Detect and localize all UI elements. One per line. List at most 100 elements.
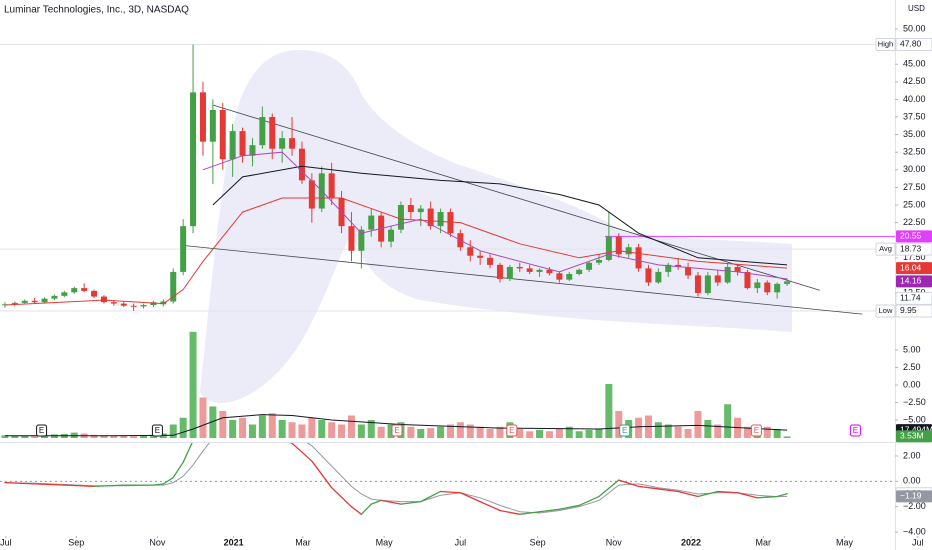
volume-bar: [21, 435, 29, 438]
y-tick-label: 0.00: [903, 379, 921, 389]
volume-bar: [545, 431, 553, 438]
candle-body: [665, 264, 672, 272]
price-badge-name-bg: [875, 304, 896, 318]
macd-line: [93, 484, 125, 488]
candle-body: [190, 92, 197, 227]
price-badge-label: 17.494M: [900, 424, 932, 434]
candle-body: [734, 266, 741, 272]
volume-bar: [724, 404, 732, 438]
volume-bar: [427, 428, 435, 438]
price-pane: [0, 43, 895, 438]
event-marker: [750, 424, 762, 437]
volume-bar: [783, 436, 791, 438]
event-label: E: [853, 426, 858, 435]
macd-line: [370, 499, 382, 505]
volatility-cloud: [200, 50, 792, 403]
candle-body: [259, 117, 266, 146]
candle-body: [180, 226, 187, 272]
price-badge-label: 20.55: [900, 231, 922, 241]
x-tick-label: Nov: [606, 537, 623, 547]
y-tick-label: −2.00: [903, 501, 926, 511]
candle-body: [289, 138, 296, 149]
volume-bar: [565, 426, 573, 438]
y-tick-label: −5.00: [903, 414, 926, 424]
x-tick-label: Mar: [295, 537, 311, 547]
candle-body: [645, 268, 652, 283]
candle-body: [11, 302, 18, 305]
volume-bar: [615, 411, 623, 438]
y-tick-label: 5.00: [903, 344, 921, 354]
event-marker: [849, 424, 861, 437]
macd-line: [736, 492, 759, 499]
price-badge: [896, 230, 932, 243]
volume-bar: [298, 424, 306, 438]
x-tick-label: 2021: [224, 537, 244, 547]
price-badge-name: Low: [879, 306, 893, 315]
candle-body: [100, 296, 107, 303]
volume-bar: [328, 422, 336, 438]
candle-body: [467, 247, 474, 256]
candle-body: [150, 302, 157, 306]
y-tick-label: −2.50: [903, 397, 926, 407]
volume-bar: [179, 417, 187, 438]
macd-line: [360, 503, 372, 515]
volume-bar: [417, 429, 425, 438]
candle-body: [447, 212, 454, 234]
candle-body: [199, 92, 206, 142]
volume-bar: [664, 424, 672, 438]
macd-line: [479, 500, 501, 512]
candle-body: [308, 180, 315, 209]
candle-body: [91, 290, 98, 297]
macd-line: [400, 500, 422, 505]
volume-bar: [694, 411, 702, 438]
candle-body: [605, 236, 612, 260]
macd-line: [162, 476, 174, 485]
y-tick-label: 40.00: [903, 94, 926, 104]
macd-line: [776, 493, 788, 498]
macd-line: [34, 483, 66, 486]
price-badge-name-bg: [875, 242, 896, 256]
candle-body: [239, 131, 246, 156]
macd-line: [152, 483, 165, 486]
volume-bar: [377, 426, 385, 438]
volume-bar: [308, 417, 316, 438]
volume-bar: [338, 424, 346, 438]
macd-pane: [0, 443, 895, 515]
candle-body: [170, 271, 177, 302]
price-badge-label: 18.73: [900, 243, 922, 253]
volume-bar: [229, 420, 237, 438]
volume-bar: [248, 424, 256, 438]
price-axis: [895, 0, 932, 550]
candle-body: [61, 292, 68, 296]
volume-bar: [31, 436, 39, 438]
candle-body: [496, 264, 503, 279]
event-marker: [506, 424, 518, 437]
volume-bar: [169, 424, 177, 438]
candle-body: [368, 215, 375, 230]
moving-average: [212, 165, 788, 266]
x-tick-label: Jul: [455, 537, 467, 547]
volume-bar: [446, 424, 454, 438]
x-tick-label: Sep: [68, 537, 84, 547]
candle-body: [328, 173, 335, 198]
candle-body: [358, 229, 365, 251]
volume-ma: [5, 414, 788, 437]
candle-body: [388, 229, 395, 242]
y-tick-label: 2.50: [903, 362, 921, 372]
candle-body: [774, 283, 781, 293]
volume-bar: [100, 435, 108, 438]
candle-body: [487, 257, 494, 265]
price-badge-label: 16.04: [900, 262, 922, 272]
price-badge-label: 47.80: [900, 39, 922, 49]
volume-bar: [575, 431, 583, 438]
y-tick-label: 45.00: [903, 59, 926, 69]
moving-average: [202, 151, 788, 280]
candle-body: [536, 269, 543, 272]
candle-body: [694, 275, 701, 294]
macd-line: [558, 504, 580, 510]
x-tick-label: May: [376, 537, 394, 547]
volume-bar: [704, 420, 712, 438]
volume-bar: [684, 429, 692, 438]
candle-body: [81, 288, 88, 291]
